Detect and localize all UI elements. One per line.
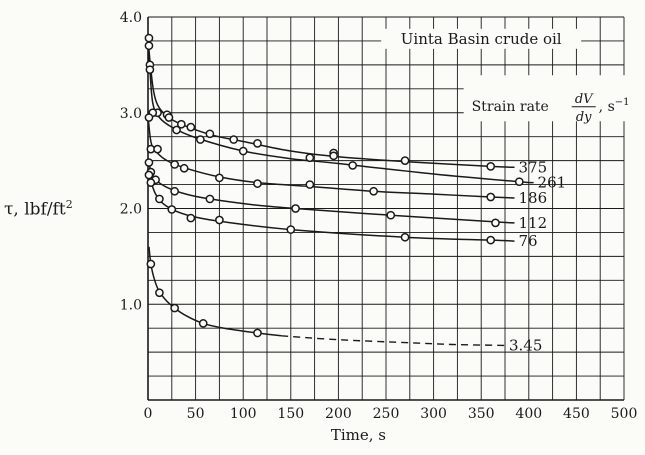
data-point-112-6 <box>386 210 396 220</box>
data-point-186-4 <box>179 163 189 173</box>
data-point-112-7 <box>491 218 500 228</box>
y-tick-label-2: 2.0 <box>120 202 142 218</box>
legend-title: Strain rate <box>472 99 549 115</box>
data-point-3-45-4 <box>253 328 262 338</box>
data-point-186-7 <box>305 180 315 189</box>
data-point-3-45-0 <box>146 259 156 269</box>
legend-fraction-numerator: dV <box>575 92 594 107</box>
data-point-186-9 <box>486 192 496 202</box>
data-point-112-0 <box>144 158 154 167</box>
data-point-186-5 <box>215 173 224 183</box>
series-label-375: 375 <box>519 158 548 176</box>
data-point-3-45-3 <box>198 319 208 328</box>
data-point-186-6 <box>253 179 262 188</box>
data-point-261-5 <box>196 135 205 144</box>
series-dashed-3-45 <box>281 335 506 347</box>
series-label-3-45: 3.45 <box>509 336 542 354</box>
series-label-261: 261 <box>538 174 567 192</box>
data-point-3-45-1 <box>155 288 164 298</box>
data-point-76-3 <box>167 205 177 214</box>
data-point-375-6 <box>205 129 215 139</box>
y-axis-unit-exponent: 2 <box>65 198 73 211</box>
data-point-76-0 <box>144 170 154 180</box>
x-tick-label-250: 250 <box>373 406 400 422</box>
legend-fraction-denominator: dy <box>576 110 592 125</box>
data-point-76-6 <box>286 225 296 234</box>
series-curve-112 <box>147 160 515 224</box>
data-point-375-11 <box>400 156 410 165</box>
x-tick-label-150: 150 <box>277 406 304 422</box>
data-point-261-9 <box>514 177 524 187</box>
series-curve-3-45 <box>148 246 282 337</box>
x-axis-label: Time, s <box>331 426 386 444</box>
x-tick-label-350: 350 <box>468 406 495 422</box>
data-point-112-3 <box>170 186 180 196</box>
x-tick-label-500: 500 <box>611 406 638 422</box>
series-label-76: 76 <box>519 232 538 250</box>
data-point-186-3 <box>170 160 180 169</box>
x-tick-label-300: 300 <box>420 406 447 422</box>
series-points <box>144 33 524 338</box>
data-point-261-0 <box>144 41 154 51</box>
tick-labels: 0 50 100 150 200 250 300 350 400 450 500 1.0 2.0 3.0 4… <box>120 10 638 422</box>
data-point-186-8 <box>369 186 378 196</box>
data-point-261-4 <box>172 125 181 135</box>
data-point-76-8 <box>486 235 496 245</box>
chart-title-background <box>381 28 582 49</box>
series-curve-375 <box>147 36 515 169</box>
legend-unit-exponent: −1 <box>615 97 630 108</box>
legend-unit: , s−1 <box>599 97 630 115</box>
data-point-76-5 <box>215 215 224 225</box>
x-tick-label-400: 400 <box>515 406 542 422</box>
strain-rate-legend: Strain rate dV dy , s−1 <box>472 92 630 125</box>
data-point-375-0 <box>144 33 154 43</box>
data-point-112-5 <box>291 204 300 213</box>
data-point-375-4 <box>176 119 186 129</box>
chart-title: Uinta Basin crude oil <box>401 30 562 48</box>
series-curve-76 <box>147 172 515 242</box>
x-tick-label-0: 0 <box>144 406 153 422</box>
data-point-375-8 <box>253 139 262 148</box>
data-point-261-7 <box>329 151 338 161</box>
data-point-375-9 <box>305 153 315 163</box>
data-point-76-4 <box>186 213 196 223</box>
x-tick-label-450: 450 <box>563 406 590 422</box>
data-point-261-3 <box>164 113 174 122</box>
data-point-261-6 <box>238 146 248 156</box>
x-tick-label-100: 100 <box>230 406 257 422</box>
y-tick-label-4: 4.0 <box>120 10 142 26</box>
data-point-261-8 <box>348 161 358 170</box>
data-point-375-7 <box>229 135 239 144</box>
y-axis-unit: lbf/ft <box>24 199 66 220</box>
data-point-76-2 <box>155 194 164 204</box>
x-tick-label-200: 200 <box>325 406 352 422</box>
data-point-375-5 <box>186 122 196 132</box>
y-tick-label-3: 3.0 <box>120 106 142 122</box>
grid-lines <box>147 16 625 401</box>
x-tick-label-50: 50 <box>187 406 205 422</box>
data-point-112-4 <box>205 194 215 204</box>
data-point-375-12 <box>486 162 496 171</box>
series-label-186: 186 <box>519 189 548 207</box>
y-axis-label: τ, lbf/ft2 <box>4 198 73 220</box>
data-point-186-0 <box>144 113 154 122</box>
y-tick-label-1: 1.0 <box>120 297 142 313</box>
legend-background <box>463 75 645 122</box>
series-label-112: 112 <box>519 214 548 232</box>
data-point-261-1 <box>145 65 155 75</box>
data-point-76-1 <box>146 178 156 187</box>
data-point-76-7 <box>400 232 410 242</box>
data-point-3-45-2 <box>170 303 180 313</box>
data-point-186-2 <box>153 144 162 154</box>
series-curve-261 <box>147 43 534 184</box>
y-axis-symbol: τ, <box>4 199 19 220</box>
